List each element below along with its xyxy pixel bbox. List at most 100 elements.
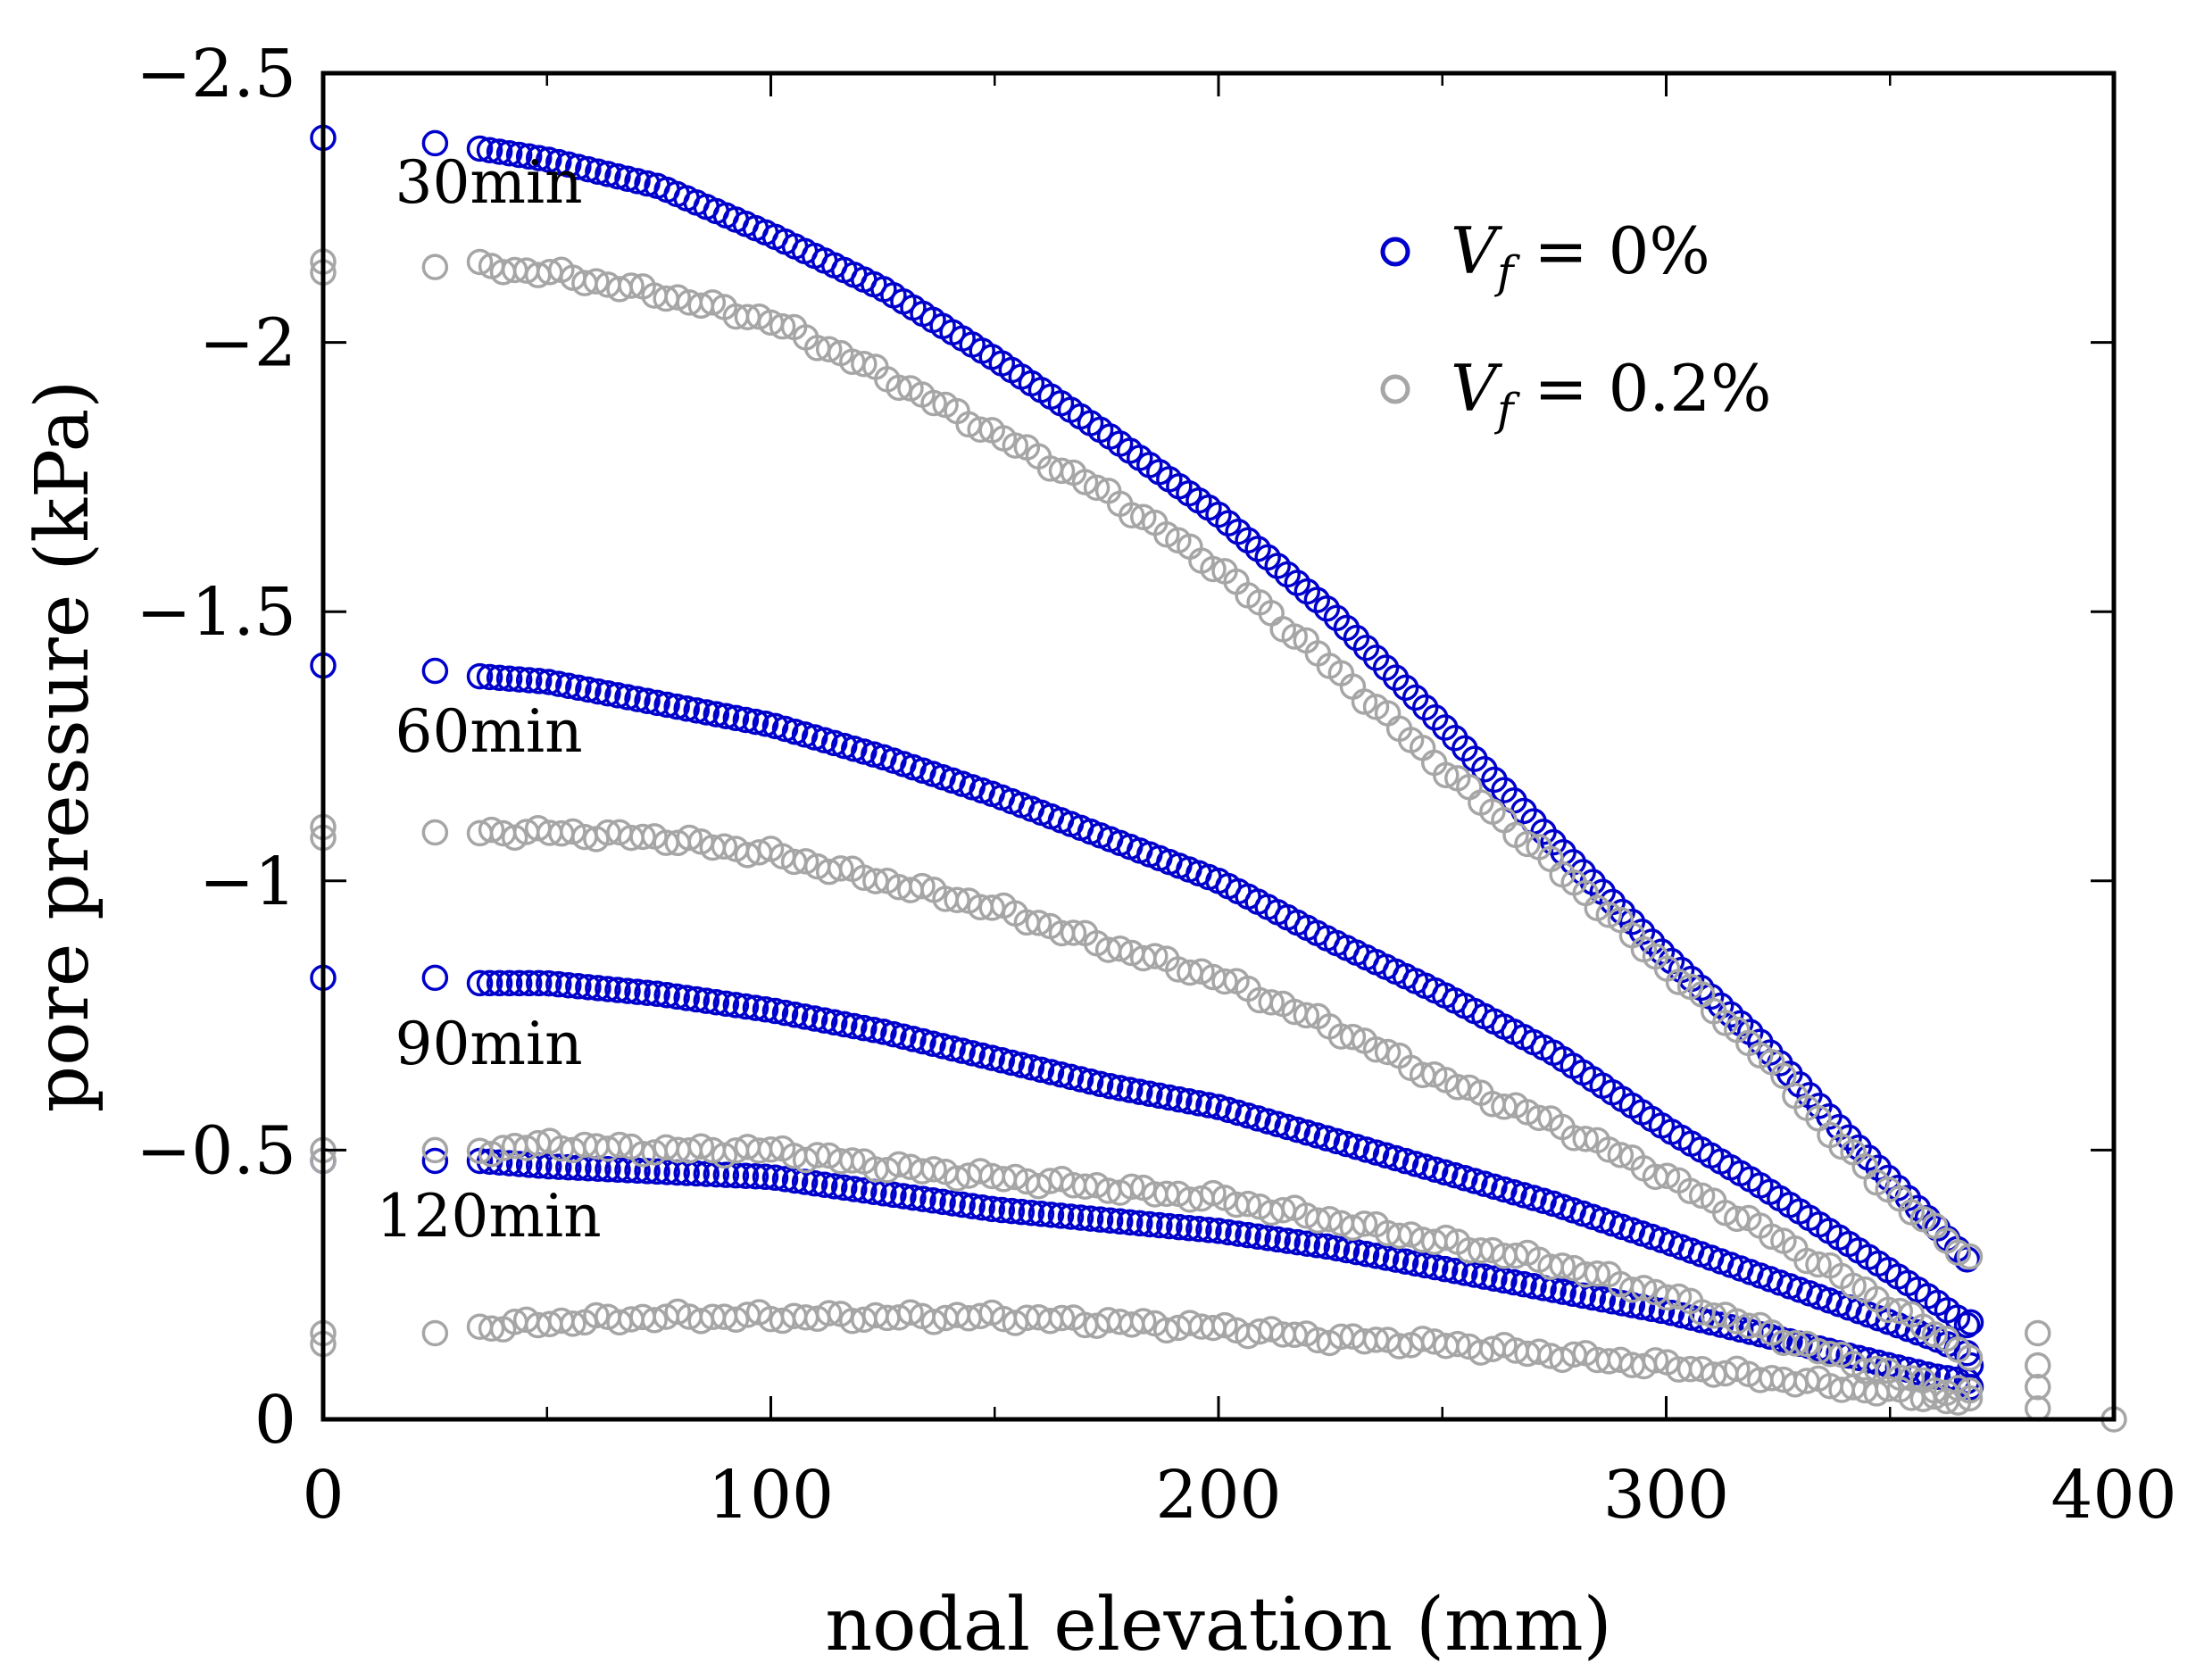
data-point [1129, 1308, 1157, 1335]
data-point [1235, 1322, 1261, 1350]
data-point [466, 662, 494, 690]
data-point [815, 336, 843, 362]
data-point [595, 161, 621, 187]
data-point [1767, 1326, 1793, 1352]
data-point [1057, 1203, 1085, 1230]
data-point [1106, 1075, 1134, 1102]
data-point [565, 674, 592, 702]
data-point [1584, 1260, 1611, 1287]
data-point [967, 1158, 994, 1185]
data-point [1402, 1151, 1429, 1177]
data-point [880, 1181, 907, 1209]
data-point [1313, 1233, 1341, 1260]
data-point [830, 732, 858, 760]
data-point [752, 995, 779, 1023]
axis-ticks [321, 71, 2116, 1421]
data-point [1374, 1038, 1402, 1066]
data-point [1048, 457, 1076, 485]
data-point [703, 988, 730, 1016]
data-point [1142, 943, 1169, 969]
data-point [1313, 1125, 1341, 1152]
data-point [536, 969, 562, 997]
data-point [1924, 1363, 1951, 1390]
data-point [585, 975, 611, 1002]
data-point [1235, 1190, 1261, 1218]
data-point [1351, 688, 1378, 715]
data-point [1392, 1248, 1419, 1275]
data-point [1037, 1059, 1065, 1085]
data-point [1136, 1210, 1163, 1238]
data-point [959, 1040, 986, 1067]
data-point [722, 1161, 750, 1189]
data-point [722, 704, 750, 732]
data-point [1156, 1212, 1183, 1240]
data-point [761, 997, 789, 1025]
data-point [792, 848, 819, 875]
data-point [1116, 1077, 1144, 1103]
data-point [1442, 1161, 1468, 1189]
data-point [1385, 1333, 1413, 1360]
curve-annotation: 90min [395, 1010, 582, 1078]
data-point [614, 165, 641, 192]
data-point [536, 669, 562, 695]
data-point [703, 701, 730, 728]
data-point [1560, 1280, 1586, 1308]
data-point [693, 987, 720, 1014]
legend-marker-vf-0 [1380, 237, 1410, 267]
data-point [801, 724, 828, 751]
data-point [1668, 1302, 1695, 1329]
data-point [1225, 1220, 1252, 1247]
data-point [841, 1012, 868, 1040]
data-point [1205, 1094, 1232, 1120]
data-point [929, 1188, 956, 1216]
data-point [1432, 1159, 1459, 1186]
data-point [1316, 1205, 1343, 1233]
data-point [1549, 1346, 1576, 1374]
data-point [653, 982, 680, 1009]
data-point [1676, 1177, 1704, 1205]
data-point [1759, 1365, 1785, 1392]
data-point [486, 969, 513, 997]
data-point [1118, 1173, 1145, 1201]
data-point [1177, 1186, 1203, 1213]
data-point [545, 148, 572, 176]
data-point [1737, 1019, 1764, 1046]
data-point [920, 1156, 947, 1183]
data-point [2024, 1351, 2051, 1379]
data-point [1362, 1035, 1390, 1063]
data-point [575, 676, 602, 703]
data-point [1953, 1311, 1981, 1339]
data-point [732, 1162, 760, 1189]
data-point [1392, 1147, 1419, 1175]
data-point [1372, 1142, 1400, 1169]
data-point [1106, 1208, 1134, 1235]
data-point [732, 706, 760, 734]
data-point [634, 979, 661, 1006]
data-point [1086, 1070, 1114, 1098]
data-point [653, 691, 680, 719]
data-point [604, 1156, 631, 1184]
data-point [1362, 1243, 1390, 1269]
legend-marker-vf-02 [1380, 374, 1410, 404]
data-point [466, 248, 494, 276]
data-point [421, 129, 449, 157]
data-point [1607, 1142, 1635, 1169]
data-point [1665, 1283, 1693, 1310]
data-point [771, 999, 799, 1027]
data-point [1421, 1253, 1449, 1281]
data-point [1244, 1105, 1271, 1132]
x-tick-label: 0 [302, 1457, 344, 1534]
data-point [1106, 935, 1134, 962]
data-point [1116, 1209, 1144, 1236]
data-point [486, 138, 513, 165]
data-point [1118, 502, 1145, 528]
data-point [712, 703, 740, 729]
data-point [1770, 1062, 1797, 1090]
data-point [1944, 1239, 1972, 1266]
data-point [1723, 1355, 1751, 1383]
data-point [555, 151, 582, 179]
data-point [939, 1190, 966, 1217]
data-point [959, 1193, 986, 1219]
data-point [1956, 1344, 1984, 1371]
data-point [1572, 1126, 1599, 1152]
